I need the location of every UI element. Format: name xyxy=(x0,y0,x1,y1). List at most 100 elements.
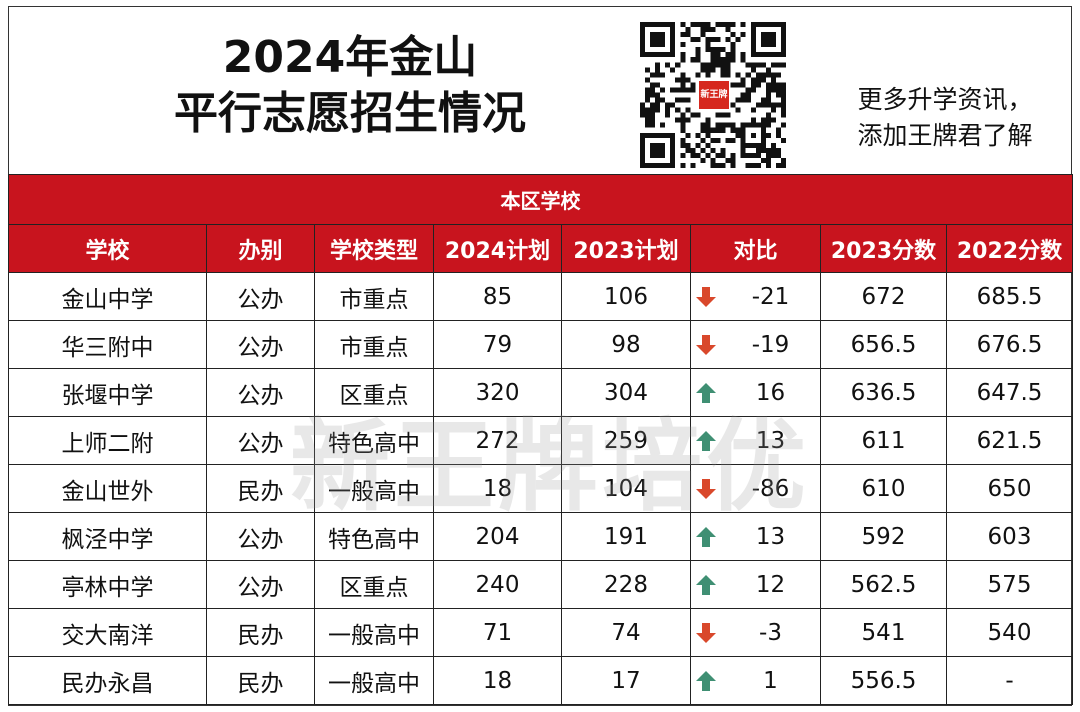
comparison-value: 12 xyxy=(755,571,786,598)
column-header: 对比 xyxy=(690,224,821,273)
ownership-cell: 公办 xyxy=(206,512,315,561)
school-name: 华三附中 xyxy=(8,320,207,369)
plan-2023-cell: 106 xyxy=(561,272,691,321)
plan-2023-cell: 98 xyxy=(561,320,691,369)
school-name: 民办永昌 xyxy=(8,656,207,705)
school-type-cell: 区重点 xyxy=(314,368,434,417)
comparison-cell: 13 xyxy=(690,512,821,561)
comparison-cell: 12 xyxy=(690,560,821,609)
score-2022-cell: 650 xyxy=(946,464,1073,513)
plan-2024-cell: 18 xyxy=(433,656,562,705)
section-title: 本区学校 xyxy=(8,174,1073,225)
ownership-cell: 民办 xyxy=(206,656,315,705)
score-2023-cell: 541 xyxy=(820,608,947,657)
page-title: 2024年金山 平行志愿招生情况 xyxy=(140,30,560,142)
school-type-cell: 特色高中 xyxy=(314,512,434,561)
score-2022-cell: 676.5 xyxy=(946,320,1073,369)
column-header: 2023分数 xyxy=(820,224,947,273)
column-header: 2024计划 xyxy=(433,224,562,273)
promo-text: 更多升学资讯， 添加王牌君了解 xyxy=(820,82,1070,154)
plan-2023-cell: 304 xyxy=(561,368,691,417)
school-name: 金山中学 xyxy=(8,272,207,321)
comparison-value: -3 xyxy=(759,619,782,646)
ownership-cell: 公办 xyxy=(206,416,315,465)
arrow-down-icon xyxy=(696,287,716,307)
column-header: 2023计划 xyxy=(561,224,691,273)
table-row: 张堰中学 公办 区重点 320 304 16 636.5 647.5 xyxy=(8,368,1073,417)
table-row: 华三附中 公办 市重点 79 98 -19 656.5 676.5 xyxy=(8,320,1073,369)
score-2023-cell: 556.5 xyxy=(820,656,947,705)
ownership-cell: 公办 xyxy=(206,320,315,369)
plan-2024-cell: 204 xyxy=(433,512,562,561)
table-row: 上师二附 公办 特色高中 272 259 13 611 621.5 xyxy=(8,416,1073,465)
school-name: 金山世外 xyxy=(8,464,207,513)
comparison-cell: -3 xyxy=(690,608,821,657)
comparison-value: 1 xyxy=(763,667,778,694)
promo-line-2: 添加王牌君了解 xyxy=(857,121,1033,150)
arrow-up-icon xyxy=(696,575,716,595)
plan-2023-cell: 17 xyxy=(561,656,691,705)
promo-line-1: 更多升学资讯， xyxy=(857,85,1033,114)
score-2022-cell: 647.5 xyxy=(946,368,1073,417)
arrow-down-icon xyxy=(696,335,716,355)
school-name: 枫泾中学 xyxy=(8,512,207,561)
admission-table: 本区学校 学校 办别 学校类型 2024计划 2023计划 对比 2023分数 2022分数 … xyxy=(8,174,1073,705)
table-row: 金山世外 民办 一般高中 18 104 -86 610 650 xyxy=(8,464,1073,513)
school-type-cell: 区重点 xyxy=(314,560,434,609)
score-2022-cell: 540 xyxy=(946,608,1073,657)
school-type-cell: 一般高中 xyxy=(314,608,434,657)
arrow-up-icon xyxy=(696,383,716,403)
title-line-2: 平行志愿招生情况 xyxy=(174,88,526,139)
score-2023-cell: 610 xyxy=(820,464,947,513)
plan-2024-cell: 71 xyxy=(433,608,562,657)
ownership-cell: 公办 xyxy=(206,272,315,321)
plan-2024-cell: 79 xyxy=(433,320,562,369)
school-type-cell: 特色高中 xyxy=(314,416,434,465)
plan-2024-cell: 18 xyxy=(433,464,562,513)
arrow-up-icon xyxy=(696,671,716,691)
score-2022-cell: 575 xyxy=(946,560,1073,609)
ownership-cell: 公办 xyxy=(206,368,315,417)
column-header: 学校类型 xyxy=(314,224,434,273)
table-row: 金山中学 公办 市重点 85 106 -21 672 685.5 xyxy=(8,272,1073,321)
score-2022-cell: 685.5 xyxy=(946,272,1073,321)
arrow-up-icon xyxy=(696,527,716,547)
table-row: 枫泾中学 公办 特色高中 204 191 13 592 603 xyxy=(8,512,1073,561)
school-name: 上师二附 xyxy=(8,416,207,465)
column-header: 2022分数 xyxy=(946,224,1073,273)
column-header: 学校 xyxy=(8,224,207,273)
plan-2024-cell: 272 xyxy=(433,416,562,465)
score-2022-cell: 603 xyxy=(946,512,1073,561)
arrow-down-icon xyxy=(696,623,716,643)
comparison-cell: -86 xyxy=(690,464,821,513)
table-row: 民办永昌 民办 一般高中 18 17 1 556.5- xyxy=(8,656,1073,705)
qr-code[interactable] xyxy=(640,22,786,168)
score-2023-cell: 672 xyxy=(820,272,947,321)
school-name: 张堰中学 xyxy=(8,368,207,417)
plan-2023-cell: 191 xyxy=(561,512,691,561)
ownership-cell: 民办 xyxy=(206,464,315,513)
plan-2023-cell: 104 xyxy=(561,464,691,513)
score-2022-cell: 621.5 xyxy=(946,416,1073,465)
score-2023-cell: 636.5 xyxy=(820,368,947,417)
table-row: 亭林中学 公办 区重点 240 228 12 562.5 575 xyxy=(8,560,1073,609)
qr-logo: 新王牌 xyxy=(699,81,729,109)
score-2022-cell: - xyxy=(946,656,1073,705)
comparison-value: -19 xyxy=(751,331,790,358)
plan-2024-cell: 320 xyxy=(433,368,562,417)
plan-2024-cell: 85 xyxy=(433,272,562,321)
plan-2023-cell: 259 xyxy=(561,416,691,465)
comparison-value: 13 xyxy=(755,427,786,454)
title-line-1: 2024年金山 xyxy=(222,32,478,83)
plan-2024-cell: 240 xyxy=(433,560,562,609)
score-2023-cell: 656.5 xyxy=(820,320,947,369)
arrow-down-icon xyxy=(696,479,716,499)
comparison-value: 16 xyxy=(755,379,786,406)
comparison-cell: 16 xyxy=(690,368,821,417)
plan-2023-cell: 228 xyxy=(561,560,691,609)
table-row: 交大南洋 民办 一般高中 71 74 -3 541 540 xyxy=(8,608,1073,657)
plan-2023-cell: 74 xyxy=(561,608,691,657)
comparison-value: -86 xyxy=(751,475,790,502)
comparison-cell: -21 xyxy=(690,272,821,321)
comparison-value: 13 xyxy=(755,523,786,550)
